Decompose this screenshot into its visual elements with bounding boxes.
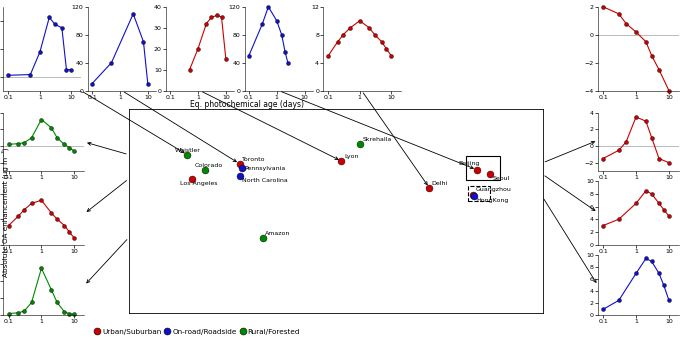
- Text: Delhi: Delhi: [432, 181, 448, 186]
- Text: Beijing: Beijing: [458, 161, 480, 166]
- Text: Lyon: Lyon: [344, 154, 358, 159]
- Text: Skrehalla: Skrehalla: [362, 137, 392, 142]
- Text: HongKong: HongKong: [477, 198, 509, 203]
- Legend: Urban/Suburban, On-road/Roadside, Rural/Forested: Urban/Suburban, On-road/Roadside, Rural/…: [92, 326, 303, 338]
- Bar: [466, 156, 500, 180]
- Text: Whistler: Whistler: [175, 148, 201, 153]
- Text: Colorado: Colorado: [195, 163, 223, 168]
- Text: Guangzhou: Guangzhou: [475, 187, 512, 192]
- Text: Los Angeles: Los Angeles: [180, 181, 217, 186]
- Text: Eq. photochemical age (days): Eq. photochemical age (days): [190, 100, 303, 109]
- Text: North Carolina: North Carolina: [242, 178, 288, 183]
- Bar: [469, 186, 490, 201]
- Text: Amazon: Amazon: [265, 231, 290, 236]
- Text: Toronto: Toronto: [242, 157, 266, 162]
- Text: Absolute OA enhancement (μg m⁻³): Absolute OA enhancement (μg m⁻³): [1, 147, 9, 277]
- Text: Seoul: Seoul: [493, 176, 510, 181]
- Text: Pennsylvania: Pennsylvania: [245, 166, 286, 171]
